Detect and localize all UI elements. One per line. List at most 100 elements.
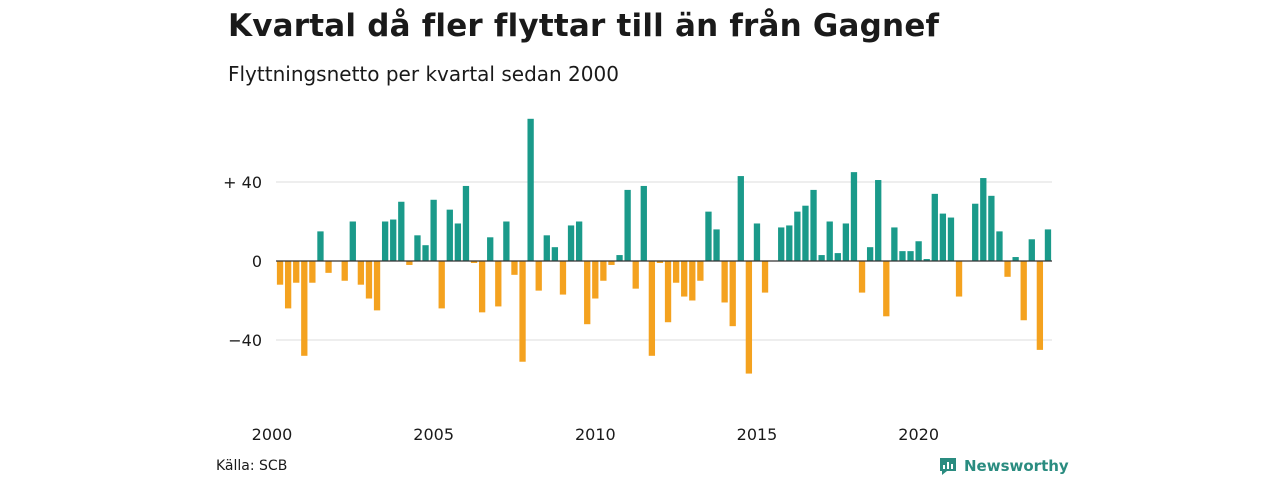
bar: [1028, 239, 1035, 262]
bar: [309, 261, 316, 283]
bar: [1004, 261, 1011, 277]
bar: [543, 235, 550, 261]
bar: [454, 223, 462, 261]
bar: [818, 255, 825, 261]
bar: [907, 251, 914, 262]
bar: [470, 261, 478, 263]
bar: [551, 247, 559, 262]
x-tick-label: 2010: [575, 425, 616, 444]
bar: [996, 231, 1003, 262]
bar: [341, 261, 348, 281]
bar: [947, 217, 955, 261]
bar: [381, 221, 389, 261]
bar: [834, 253, 841, 261]
x-tick-label: 2000: [252, 425, 293, 444]
bar: [980, 178, 987, 261]
bar: [988, 195, 995, 261]
bar: [955, 261, 963, 297]
bar: [414, 235, 421, 261]
bar: [365, 261, 373, 299]
bar: [535, 261, 542, 291]
bar: [664, 261, 672, 323]
brand-name: Newsworthy: [964, 457, 1069, 475]
bar: [721, 261, 728, 303]
bar: [592, 261, 599, 299]
bar: [293, 261, 300, 283]
bar: [761, 261, 769, 293]
bar: [802, 205, 809, 261]
brand-logo: Newsworthy: [938, 456, 1069, 476]
bar: [850, 172, 858, 262]
bar: [373, 261, 381, 311]
bar: [349, 221, 356, 261]
bar: [737, 176, 744, 261]
bar: [794, 211, 801, 262]
bar: [495, 261, 502, 307]
bar: [713, 229, 720, 261]
bar: [753, 223, 761, 261]
bar: [390, 219, 397, 262]
bar: [640, 185, 647, 261]
bar: [866, 247, 874, 262]
bar: [317, 231, 324, 262]
bar: [616, 255, 623, 261]
bar: [519, 261, 526, 362]
bar: [584, 261, 591, 325]
bar: [786, 225, 793, 261]
bar: [858, 261, 866, 293]
bar: [1044, 229, 1052, 261]
source-label: Källa: SCB: [216, 458, 288, 474]
bar: [503, 221, 510, 261]
chart-title: Kvartal då fler flyttar till än från Gag…: [228, 8, 940, 44]
y-tick-label: + 40: [223, 173, 262, 192]
bar: [778, 227, 785, 262]
bar: [972, 203, 979, 261]
bar: [883, 261, 890, 317]
x-tick-label: 2020: [898, 425, 939, 444]
y-tick-label: −40: [228, 331, 262, 350]
x-tick-label: 2005: [413, 425, 454, 444]
bar: [705, 211, 712, 262]
y-tick-label: 0: [252, 252, 262, 271]
bar: [325, 261, 332, 273]
bar: [575, 221, 583, 261]
bar: [527, 118, 534, 261]
bar: [462, 185, 470, 261]
bar: [632, 261, 639, 289]
bar: [939, 213, 947, 261]
bar: [422, 245, 429, 261]
bar: [446, 209, 453, 261]
bar: [438, 261, 445, 309]
bar: [656, 261, 664, 263]
chart-subtitle: Flyttningsnetto per kvartal sedan 2000: [228, 62, 619, 86]
bar: [729, 261, 736, 327]
bar: [672, 261, 680, 283]
bar: [842, 223, 850, 261]
bar: [600, 261, 607, 281]
bar: [284, 261, 292, 309]
bar: [478, 261, 486, 313]
bar: [1020, 261, 1027, 321]
bar: [301, 261, 308, 356]
bar: [567, 225, 575, 261]
bar: [648, 261, 656, 356]
bar: [398, 201, 405, 261]
bar: [891, 227, 898, 262]
bar: [487, 237, 494, 261]
bar: [697, 261, 704, 281]
bar: [1036, 261, 1044, 350]
bar: [276, 261, 284, 285]
bar: [608, 261, 615, 265]
bar: [559, 261, 567, 295]
newsworthy-logo-icon: [940, 458, 956, 475]
bar: [430, 199, 437, 262]
bar: [915, 241, 922, 261]
bar: [931, 193, 938, 261]
bar: [689, 261, 696, 301]
bar: [745, 261, 753, 374]
bar: [357, 261, 365, 285]
bar: [1012, 257, 1019, 261]
bar: [875, 180, 882, 261]
x-tick-label: 2015: [737, 425, 778, 444]
